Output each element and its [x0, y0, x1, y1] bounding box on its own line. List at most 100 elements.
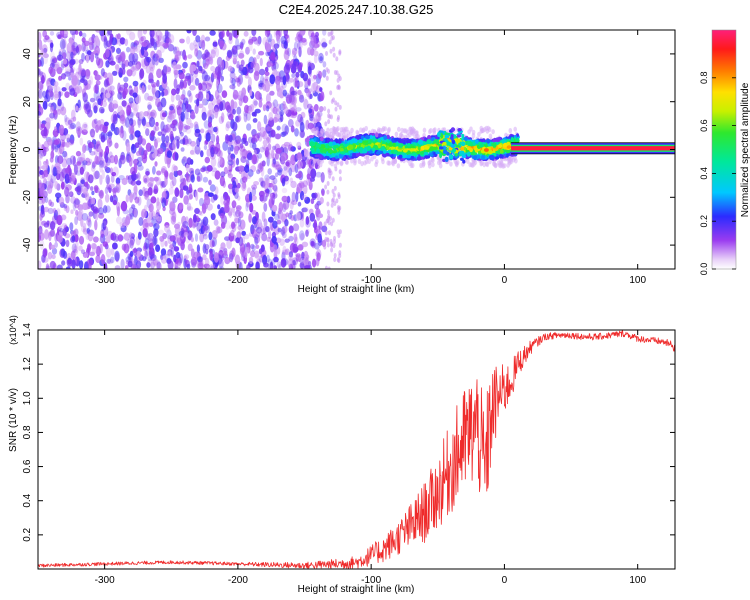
spectrogram-noise-cell [103, 36, 108, 42]
spectrogram-noise-cell [182, 220, 189, 229]
spectrogram-noise-cell [193, 214, 197, 223]
spectrogram-band-halo [340, 160, 344, 166]
spectrogram-noise-cell [320, 172, 325, 183]
spectrogram-band-halo [409, 162, 414, 169]
spectrogram-noise-cell [230, 144, 234, 152]
spectrogram-noise-cell [210, 65, 216, 72]
spectrogram-noise-cell [94, 219, 98, 231]
spectrogram-band-halo [422, 161, 426, 167]
spectrogram-noise-cell [71, 235, 76, 242]
spectrogram-noise-cell [133, 247, 138, 257]
spectrogram-noise-cell [318, 115, 322, 121]
spectrogram-noise-cell [110, 233, 115, 241]
spectrogram-noise-cell [272, 61, 279, 70]
spectrogram-noise-cell [330, 247, 334, 253]
spectrogram-noise-cell [124, 59, 130, 67]
spectrogram-noise-cell [42, 147, 50, 153]
spectrogram-noise-cell [256, 36, 261, 47]
spectrogram-noise-cell [264, 71, 270, 76]
spectrogram-noise-cell [99, 174, 103, 185]
spectrogram-noise-cell [234, 217, 241, 224]
spectrogram-noise-cell [38, 141, 41, 148]
spectrogram-noise-cell [291, 73, 296, 78]
spectrogram-band-halo [311, 128, 315, 134]
spectrogram-noise-cell [220, 75, 224, 82]
spectrogram-noise-cell [292, 223, 300, 232]
spectrogram-band-cell [337, 138, 342, 143]
spectrogram-noise-cell [310, 75, 316, 82]
spectrogram-noise-cell [44, 248, 48, 257]
spectrogram-noise-cell [116, 216, 122, 225]
spectrogram-noise-cell [52, 57, 58, 64]
spectrogram-noise-cell [183, 179, 189, 187]
spectrogram-noise-cell [204, 223, 211, 234]
spectrogram-noise-cell [41, 220, 47, 226]
spectrogram-noise-cell [144, 222, 150, 228]
spectrogram-noise-cell [161, 90, 165, 97]
spectrogram-noise-cell [101, 169, 105, 180]
spectrogram-noise-cell [249, 142, 254, 149]
spectrogram-noise-cell [299, 218, 305, 228]
spectrogram-noise-cell [202, 216, 209, 226]
spectrogram-noise-cell [88, 211, 94, 217]
spectrogram-band-halo [438, 163, 443, 169]
spectrogram-noise-cell [227, 65, 233, 72]
spectrogram-noise-cell [325, 75, 329, 81]
spectrogram-noise-cell [297, 89, 302, 96]
spectrogram-noise-cell [202, 97, 206, 106]
spectrogram-noise-cell [332, 52, 336, 58]
spectrogram-noise-cell [91, 190, 95, 196]
spectrogram-noise-cell [58, 48, 64, 57]
spectrogram-noise-cell [301, 194, 308, 201]
spectrogram-noise-cell [265, 105, 270, 112]
snr-multiplier: (x10^4) [8, 315, 18, 345]
spectrogram-noise-cell [43, 169, 49, 178]
spectrogram-noise-cell [147, 104, 152, 110]
spectrogram-band-halo [480, 160, 484, 166]
spectrogram-noise-cell [290, 66, 297, 74]
spectrogram-noise-cell [259, 161, 264, 172]
colorbar-tick-label: 0.6 [699, 119, 709, 132]
spectrogram-noise-cell [213, 194, 218, 201]
spectrogram-noise-cell [228, 171, 233, 179]
spectrogram-noise-cell [241, 87, 247, 97]
spectrogram-noise-cell [247, 76, 252, 88]
spectrogram-noise-cell [303, 149, 309, 158]
spectrogram-noise-cell [156, 170, 162, 176]
spectrogram-noise-cell [55, 62, 60, 69]
spectrogram-noise-cell [210, 72, 215, 83]
spectrogram-noise-cell [290, 125, 295, 133]
spectrogram-noise-cell [322, 61, 327, 68]
x-tick-label: 0 [502, 575, 508, 586]
spectrogram-noise-cell [50, 150, 55, 160]
spectrogram-noise-cell [66, 45, 71, 54]
spectrogram-band-cell [327, 150, 333, 154]
spectrogram-noise-cell [266, 156, 270, 167]
spectrogram-noise-cell [58, 196, 65, 205]
spectrogram-noise-cell [258, 50, 265, 56]
spectrogram-noise-cell [263, 188, 270, 195]
spectrogram-noise-cell [95, 80, 101, 86]
spectrogram-noise-cell [161, 112, 167, 118]
spectrogram-noise-cell [208, 109, 215, 116]
spectrogram-noise-cell [159, 235, 165, 242]
spectrogram-noise-cell [258, 177, 264, 183]
spectrogram-noise-cell [207, 121, 212, 128]
spectrogram-noise-cell [76, 126, 83, 136]
spectrogram-noise-cell [329, 216, 332, 222]
spectrogram-noise-cell [293, 41, 298, 52]
spectrogram-noise-cell [200, 34, 206, 44]
spectrogram-noise-cell [143, 242, 148, 250]
spectrogram-noise-cell [131, 143, 135, 150]
spectrogram-noise-cell [109, 60, 116, 66]
spectrogram-noise-cell [105, 48, 110, 58]
spectrogram-band-cell [342, 156, 347, 162]
spectrogram-noise-cell [110, 90, 115, 96]
spectrogram-noise-cell [45, 263, 50, 269]
spectrogram-noise-cell [99, 124, 105, 132]
spectrogram-noise-cell [221, 112, 225, 123]
spectrogram-noise-cell [287, 119, 294, 128]
spectrogram-noise-cell [173, 78, 178, 89]
spectrogram-band-cell [409, 148, 415, 152]
